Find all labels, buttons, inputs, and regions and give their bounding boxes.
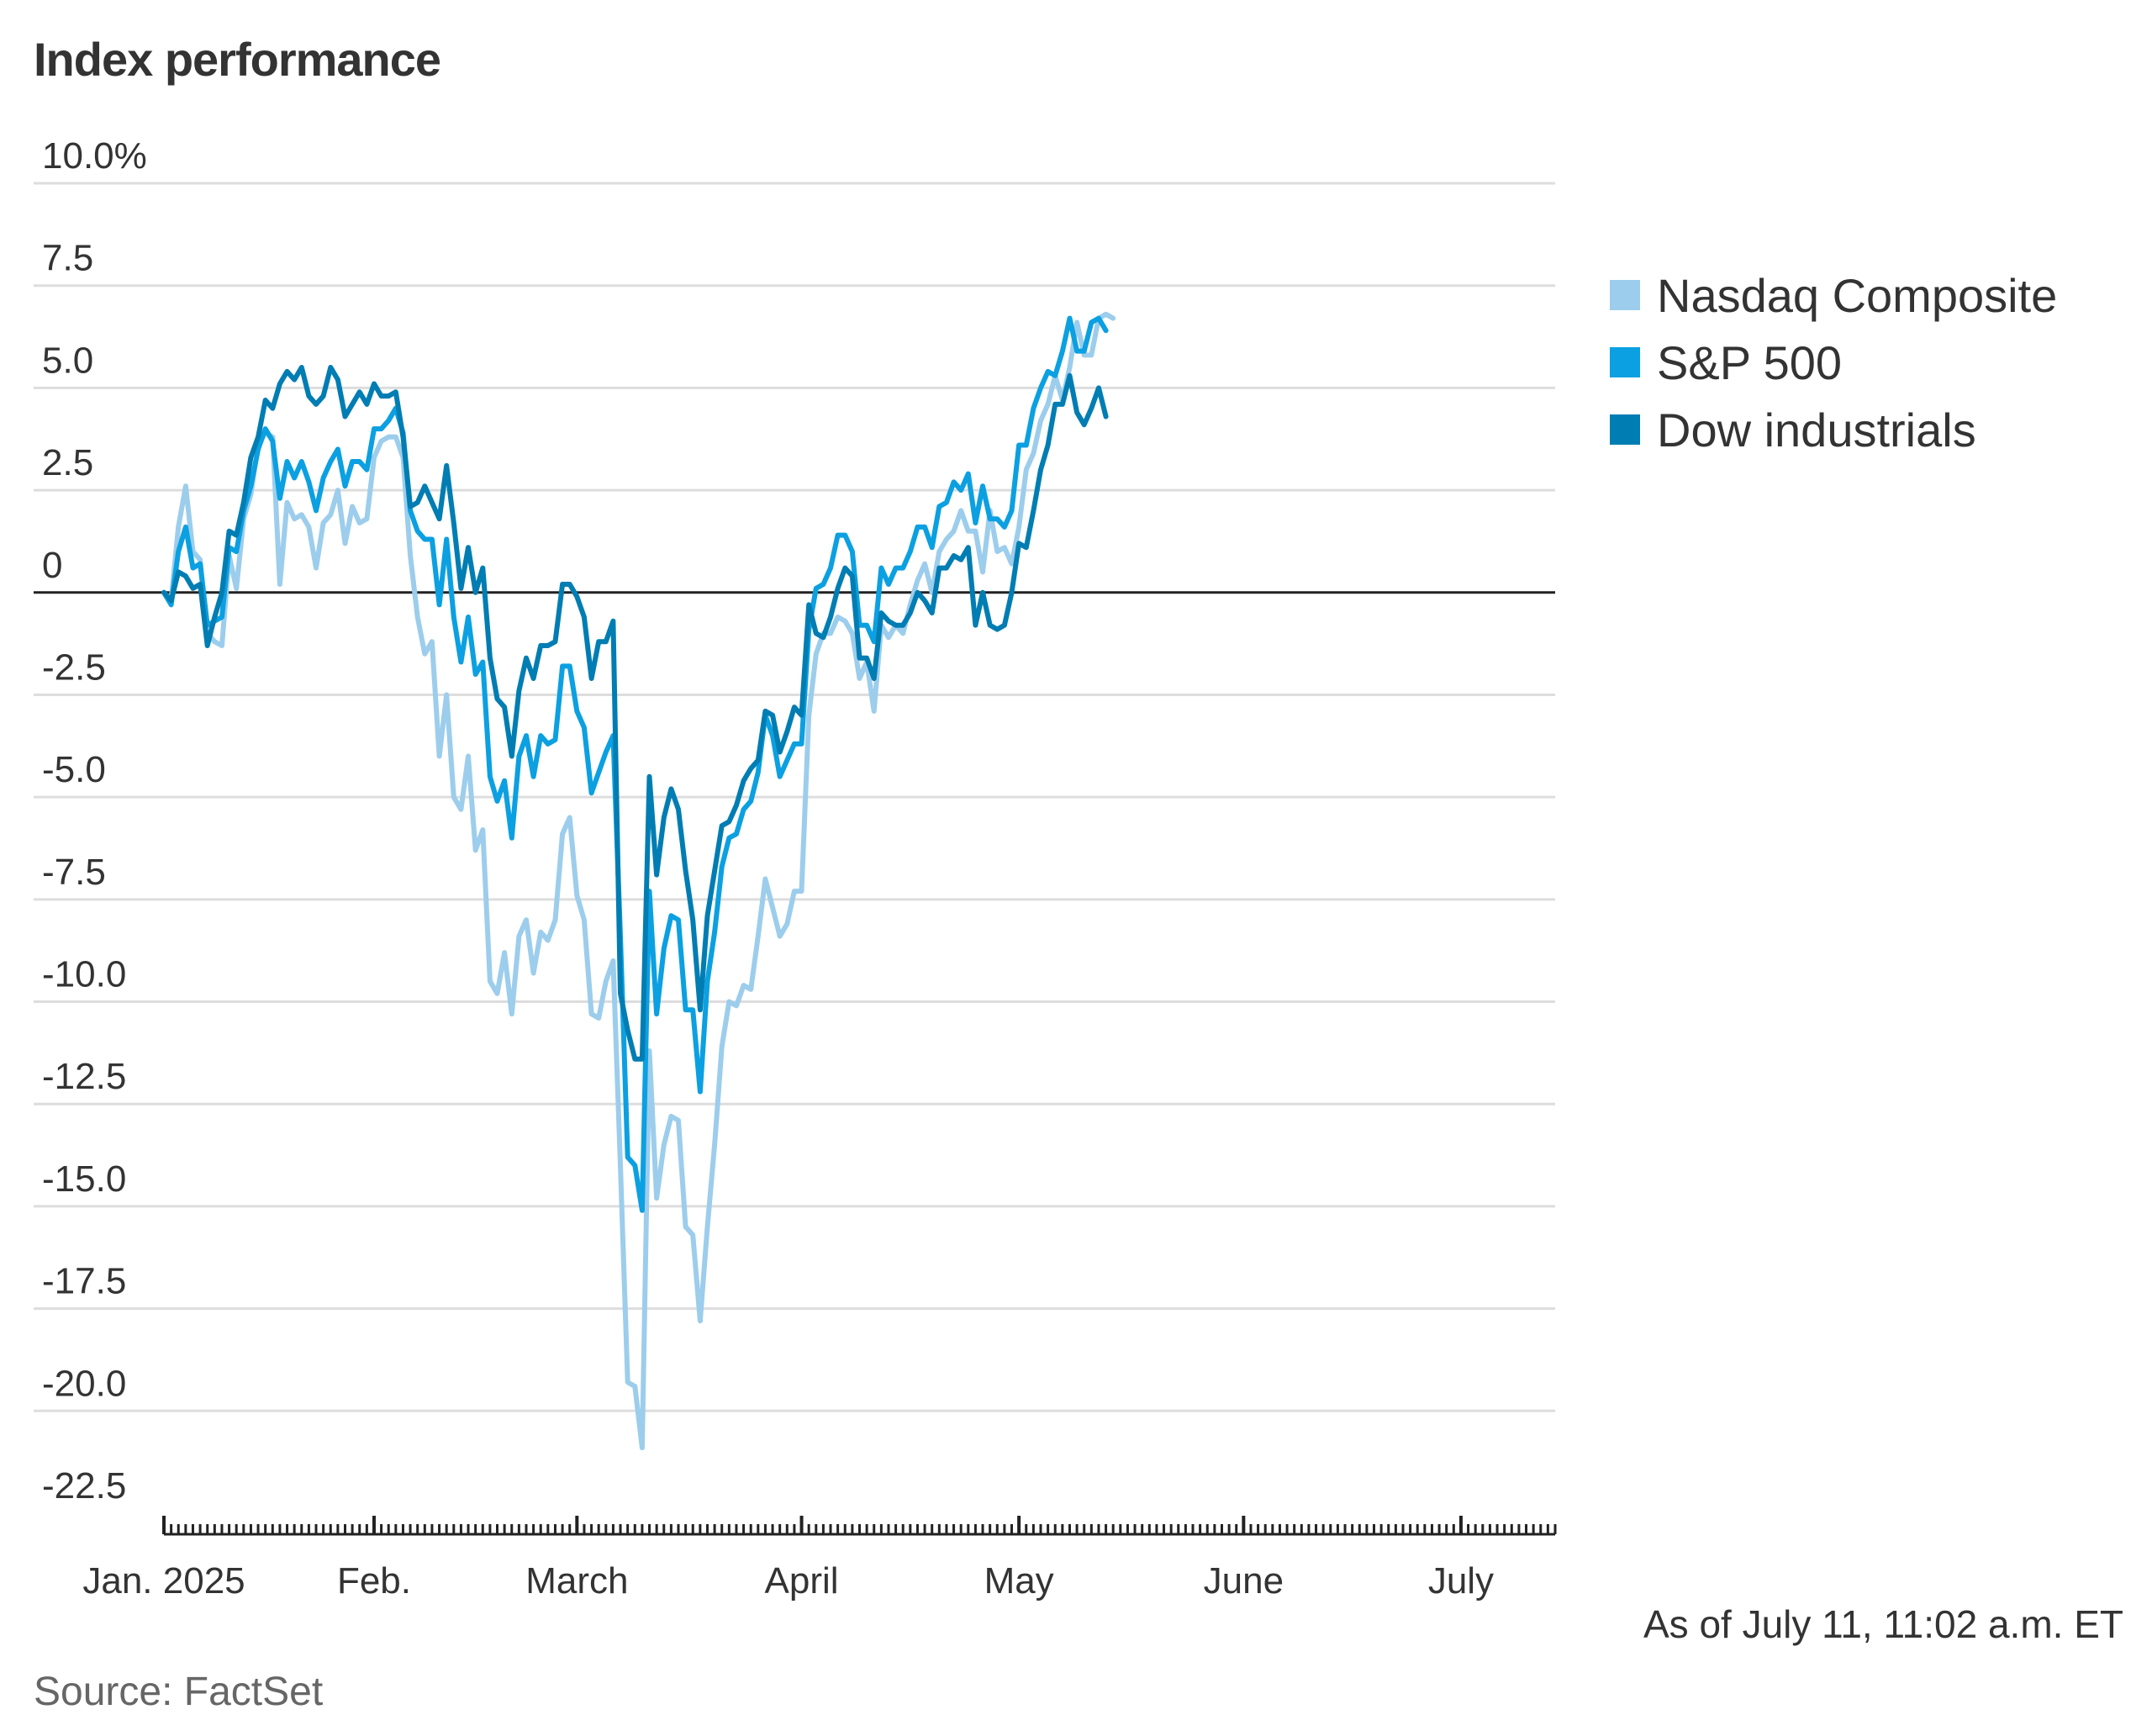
y-tick-label: -22.5 [42,1465,126,1506]
x-tick-label: July [1428,1560,1494,1601]
y-tick-label: -10.0 [42,954,126,995]
gridlines [34,182,1555,1412]
y-tick-label: 10.0% [42,135,147,177]
legend-label: Dow industrials [1657,404,1976,456]
y-tick-label: -20.0 [42,1363,126,1404]
as-of-note: As of July 11, 11:02 a.m. ET [1643,1602,2123,1646]
y-tick-label: 7.5 [42,238,93,279]
x-axis: Jan. 2025 Feb. March April May June July [82,1516,1557,1601]
legend-swatch [1610,280,1640,310]
chart-title: Index performance [34,33,441,86]
x-tick-label: April [765,1560,839,1601]
legend-swatch [1610,347,1640,377]
series-line-dow-industrials [161,365,1109,1062]
series-line-nasdaq-composite [161,311,1116,1451]
x-tick-label: June [1204,1560,1284,1601]
source-note: Source: FactSet [34,1670,324,1714]
y-tick-label: -12.5 [42,1056,126,1097]
y-tick-label: -15.0 [42,1158,126,1200]
y-tick-label: 5.0 [42,340,93,381]
legend-label: S&P 500 [1657,336,1842,389]
y-tick-label: -17.5 [42,1261,126,1302]
y-tick-label: 0 [42,545,62,586]
x-tick-label: May [984,1560,1054,1601]
x-tick-label: March [525,1560,628,1601]
y-axis-ticks: 10.0% 7.5 5.0 2.5 0 -2.5 -5.0 -7.5 -10.0 -12.5 -15… [42,135,147,1506]
y-tick-label: 2.5 [42,442,93,483]
x-tick-label: Feb. [337,1560,411,1601]
legend: Nasdaq Composite S&P 500 Dow industrials [1610,269,2057,456]
legend-label: Nasdaq Composite [1657,269,2057,322]
x-tick-label: Jan. 2025 [82,1560,245,1601]
y-tick-label: -2.5 [42,646,106,688]
legend-swatch [1610,414,1640,445]
y-tick-label: -5.0 [42,749,106,790]
y-tick-label: -7.5 [42,852,106,893]
series-lines [161,311,1116,1451]
series-line-s-p-500 [161,315,1109,1213]
